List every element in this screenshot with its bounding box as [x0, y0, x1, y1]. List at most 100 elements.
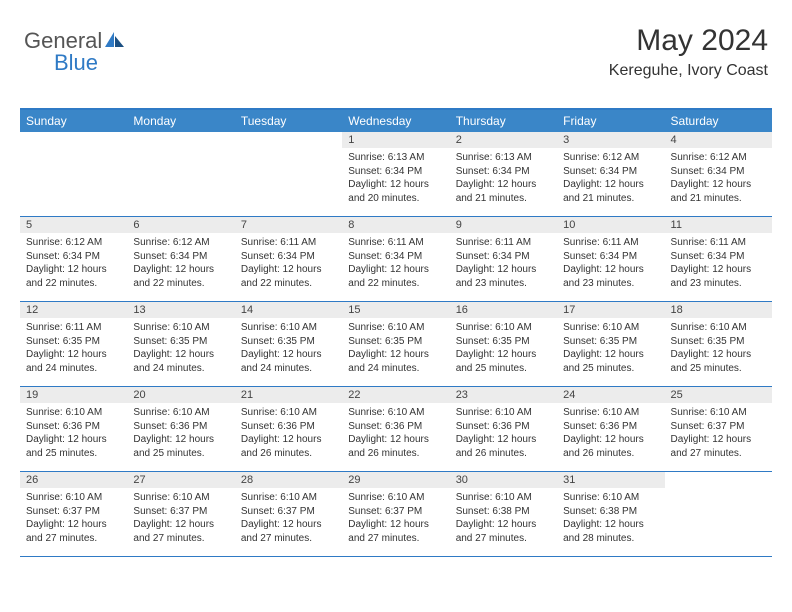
day-number: 10 — [557, 217, 664, 233]
sunrise-text: Sunrise: 6:11 AM — [671, 236, 766, 250]
day-details: Sunrise: 6:10 AMSunset: 6:36 PMDaylight:… — [235, 403, 342, 464]
day-number — [665, 472, 772, 488]
sunset-text: Sunset: 6:36 PM — [241, 420, 336, 434]
day-cell — [127, 132, 234, 216]
sunrise-text: Sunrise: 6:10 AM — [26, 406, 121, 420]
day-number: 14 — [235, 302, 342, 318]
day-cell: 11Sunrise: 6:11 AMSunset: 6:34 PMDayligh… — [665, 217, 772, 301]
day-number: 18 — [665, 302, 772, 318]
sunset-text: Sunset: 6:35 PM — [133, 335, 228, 349]
daylight-text-1: Daylight: 12 hours — [348, 433, 443, 447]
daylight-text-1: Daylight: 12 hours — [348, 348, 443, 362]
daylight-text-2: and 26 minutes. — [563, 447, 658, 461]
sunset-text: Sunset: 6:35 PM — [671, 335, 766, 349]
daylight-text-2: and 28 minutes. — [563, 532, 658, 546]
daylight-text-1: Daylight: 12 hours — [133, 518, 228, 532]
day-details: Sunrise: 6:10 AMSunset: 6:37 PMDaylight:… — [127, 488, 234, 549]
daylight-text-1: Daylight: 12 hours — [241, 518, 336, 532]
week-row: 26Sunrise: 6:10 AMSunset: 6:37 PMDayligh… — [20, 472, 772, 557]
daylight-text-2: and 27 minutes. — [456, 532, 551, 546]
daylight-text-1: Daylight: 12 hours — [563, 518, 658, 532]
weeks-container: 1Sunrise: 6:13 AMSunset: 6:34 PMDaylight… — [20, 132, 772, 557]
day-number: 12 — [20, 302, 127, 318]
daylight-text-1: Daylight: 12 hours — [241, 433, 336, 447]
daylight-text-1: Daylight: 12 hours — [563, 433, 658, 447]
daylight-text-2: and 25 minutes. — [671, 362, 766, 376]
day-cell: 18Sunrise: 6:10 AMSunset: 6:35 PMDayligh… — [665, 302, 772, 386]
day-number: 3 — [557, 132, 664, 148]
daylight-text-1: Daylight: 12 hours — [133, 348, 228, 362]
sunrise-text: Sunrise: 6:10 AM — [563, 491, 658, 505]
day-number: 9 — [450, 217, 557, 233]
day-number: 29 — [342, 472, 449, 488]
sunrise-text: Sunrise: 6:10 AM — [456, 321, 551, 335]
day-details: Sunrise: 6:11 AMSunset: 6:34 PMDaylight:… — [235, 233, 342, 294]
sunrise-text: Sunrise: 6:10 AM — [241, 491, 336, 505]
sunrise-text: Sunrise: 6:10 AM — [563, 321, 658, 335]
day-details: Sunrise: 6:10 AMSunset: 6:37 PMDaylight:… — [235, 488, 342, 549]
sunset-text: Sunset: 6:34 PM — [671, 250, 766, 264]
sunset-text: Sunset: 6:35 PM — [456, 335, 551, 349]
day-cell: 28Sunrise: 6:10 AMSunset: 6:37 PMDayligh… — [235, 472, 342, 556]
day-details: Sunrise: 6:10 AMSunset: 6:36 PMDaylight:… — [127, 403, 234, 464]
daylight-text-1: Daylight: 12 hours — [456, 348, 551, 362]
day-cell — [235, 132, 342, 216]
daylight-text-1: Daylight: 12 hours — [563, 178, 658, 192]
sunrise-text: Sunrise: 6:13 AM — [348, 151, 443, 165]
daylight-text-1: Daylight: 12 hours — [241, 348, 336, 362]
day-details: Sunrise: 6:13 AMSunset: 6:34 PMDaylight:… — [342, 148, 449, 209]
daylight-text-2: and 23 minutes. — [456, 277, 551, 291]
day-number: 20 — [127, 387, 234, 403]
sunset-text: Sunset: 6:34 PM — [241, 250, 336, 264]
day-number: 17 — [557, 302, 664, 318]
daylight-text-1: Daylight: 12 hours — [26, 433, 121, 447]
sunset-text: Sunset: 6:35 PM — [26, 335, 121, 349]
daylight-text-1: Daylight: 12 hours — [26, 518, 121, 532]
sunset-text: Sunset: 6:35 PM — [563, 335, 658, 349]
day-details: Sunrise: 6:10 AMSunset: 6:38 PMDaylight:… — [557, 488, 664, 549]
day-cell: 8Sunrise: 6:11 AMSunset: 6:34 PMDaylight… — [342, 217, 449, 301]
daylight-text-2: and 25 minutes. — [26, 447, 121, 461]
daylight-text-1: Daylight: 12 hours — [456, 263, 551, 277]
day-cell: 23Sunrise: 6:10 AMSunset: 6:36 PMDayligh… — [450, 387, 557, 471]
day-cell: 14Sunrise: 6:10 AMSunset: 6:35 PMDayligh… — [235, 302, 342, 386]
daylight-text-2: and 25 minutes. — [563, 362, 658, 376]
weekday-sat: Saturday — [665, 110, 772, 132]
day-cell: 12Sunrise: 6:11 AMSunset: 6:35 PMDayligh… — [20, 302, 127, 386]
day-cell: 26Sunrise: 6:10 AMSunset: 6:37 PMDayligh… — [20, 472, 127, 556]
day-details: Sunrise: 6:10 AMSunset: 6:35 PMDaylight:… — [235, 318, 342, 379]
daylight-text-2: and 26 minutes. — [348, 447, 443, 461]
day-cell: 5Sunrise: 6:12 AMSunset: 6:34 PMDaylight… — [20, 217, 127, 301]
sunset-text: Sunset: 6:37 PM — [241, 505, 336, 519]
weekday-fri: Friday — [557, 110, 664, 132]
day-details: Sunrise: 6:10 AMSunset: 6:35 PMDaylight:… — [127, 318, 234, 379]
daylight-text-2: and 21 minutes. — [456, 192, 551, 206]
day-details: Sunrise: 6:10 AMSunset: 6:36 PMDaylight:… — [342, 403, 449, 464]
sunrise-text: Sunrise: 6:10 AM — [456, 491, 551, 505]
weekday-wed: Wednesday — [342, 110, 449, 132]
day-cell: 29Sunrise: 6:10 AMSunset: 6:37 PMDayligh… — [342, 472, 449, 556]
day-number — [127, 132, 234, 148]
day-number: 13 — [127, 302, 234, 318]
sunset-text: Sunset: 6:36 PM — [133, 420, 228, 434]
day-cell — [665, 472, 772, 556]
day-cell: 21Sunrise: 6:10 AMSunset: 6:36 PMDayligh… — [235, 387, 342, 471]
day-cell: 19Sunrise: 6:10 AMSunset: 6:36 PMDayligh… — [20, 387, 127, 471]
day-cell: 20Sunrise: 6:10 AMSunset: 6:36 PMDayligh… — [127, 387, 234, 471]
sunset-text: Sunset: 6:34 PM — [563, 250, 658, 264]
day-number: 23 — [450, 387, 557, 403]
day-details: Sunrise: 6:10 AMSunset: 6:35 PMDaylight:… — [450, 318, 557, 379]
day-cell: 3Sunrise: 6:12 AMSunset: 6:34 PMDaylight… — [557, 132, 664, 216]
sunset-text: Sunset: 6:38 PM — [456, 505, 551, 519]
daylight-text-1: Daylight: 12 hours — [348, 263, 443, 277]
page-title: May 2024 — [609, 24, 768, 58]
day-number: 1 — [342, 132, 449, 148]
week-row: 12Sunrise: 6:11 AMSunset: 6:35 PMDayligh… — [20, 302, 772, 387]
sunrise-text: Sunrise: 6:10 AM — [456, 406, 551, 420]
daylight-text-2: and 20 minutes. — [348, 192, 443, 206]
week-row: 5Sunrise: 6:12 AMSunset: 6:34 PMDaylight… — [20, 217, 772, 302]
daylight-text-1: Daylight: 12 hours — [456, 178, 551, 192]
sunrise-text: Sunrise: 6:10 AM — [241, 321, 336, 335]
daylight-text-1: Daylight: 12 hours — [26, 263, 121, 277]
sunset-text: Sunset: 6:36 PM — [26, 420, 121, 434]
